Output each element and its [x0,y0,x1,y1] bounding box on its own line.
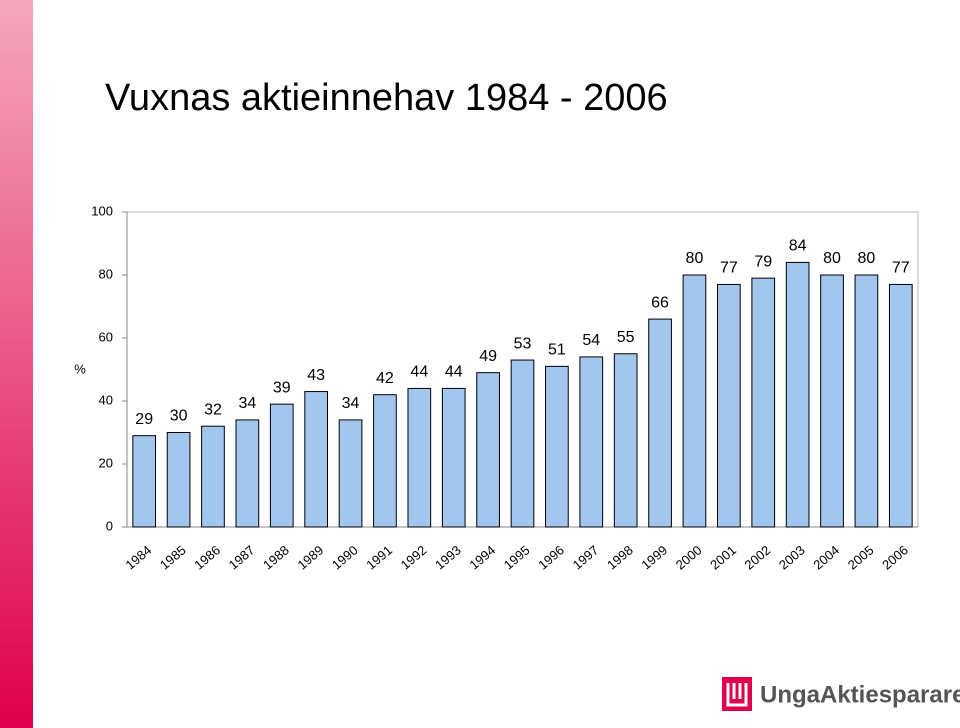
x-tick-label: 1990 [329,542,361,572]
value-label: 34 [238,395,256,412]
x-tick-label: 1988 [260,542,292,572]
bar [854,274,879,528]
value-label: 54 [582,332,600,349]
chart-title: Vuxnas aktieinnehav 1984 - 2006 [105,77,668,119]
x-tick-label: 2002 [742,542,774,572]
value-label: 34 [342,395,360,412]
y-axis-label: % [74,361,86,376]
x-tick-label: 1984 [123,542,155,572]
bar [441,387,466,528]
value-label: 79 [754,253,772,270]
y-tick-label: 100 [91,203,113,218]
value-label: 44 [445,364,463,381]
value-label: 66 [651,294,669,311]
bar [269,403,294,528]
value-label: 80 [686,250,704,267]
logo-glyph [726,683,748,707]
bar [338,419,363,528]
value-label: 30 [170,408,188,425]
value-label: 43 [307,367,325,384]
bar [648,318,672,528]
bar [304,391,329,528]
bar [407,387,432,528]
x-tick-label: 1985 [157,542,189,572]
bar [373,394,397,528]
value-label: 77 [720,260,738,277]
bar [579,356,604,528]
value-label: 42 [376,370,394,387]
x-tick-label: 1997 [570,542,602,572]
logo-text: UngaAktiesparare [760,681,960,708]
bar [785,261,810,528]
x-tick-label: 1996 [535,542,567,572]
y-tick-label: 0 [106,518,113,533]
bar [613,353,638,528]
x-tick-label: 2006 [879,542,911,572]
value-label: 49 [479,348,497,365]
value-label: 77 [892,260,910,277]
x-tick-label: 1999 [638,542,670,572]
value-label: 29 [135,411,153,428]
bar [716,283,741,528]
bar [510,359,535,528]
value-label: 44 [410,364,428,381]
side-band [0,0,33,728]
bar [545,365,569,528]
value-label: 84 [789,238,807,255]
bar [166,432,191,528]
y-tick-label: 20 [99,455,113,470]
x-tick-label: 1991 [363,542,395,572]
x-tick-label: 1994 [466,542,498,572]
value-label: 39 [273,379,291,396]
x-tick-label: 2003 [776,542,808,572]
bar [820,274,844,528]
x-tick-label: 2001 [707,542,739,572]
x-tick-label: 2000 [673,542,705,572]
bar [751,277,776,528]
x-tick-label: 1993 [432,542,464,572]
x-tick-label: 1987 [226,542,258,572]
x-tick-label: 1998 [604,542,636,572]
x-tick-label: 1995 [501,542,533,572]
value-label: 80 [858,250,876,267]
y-tick-label: 80 [99,266,113,281]
x-tick-label: 1992 [398,542,430,572]
y-tick-label: 40 [99,392,113,407]
y-tick-label: 60 [99,329,113,344]
value-label: 51 [548,342,566,359]
bar [476,372,500,528]
value-label: 53 [514,335,532,352]
bar [235,419,260,528]
x-tick-label: 2004 [810,542,842,572]
value-label: 55 [617,329,635,346]
bar [888,283,913,528]
x-tick-label: 2005 [845,542,877,572]
bar [132,435,157,528]
bar [682,274,707,528]
value-label: 80 [823,250,841,267]
value-label: 32 [204,401,222,418]
plot-frame [127,211,919,527]
x-tick-label: 1989 [294,542,326,572]
x-tick-label: 1986 [191,542,223,572]
bar [201,425,225,528]
